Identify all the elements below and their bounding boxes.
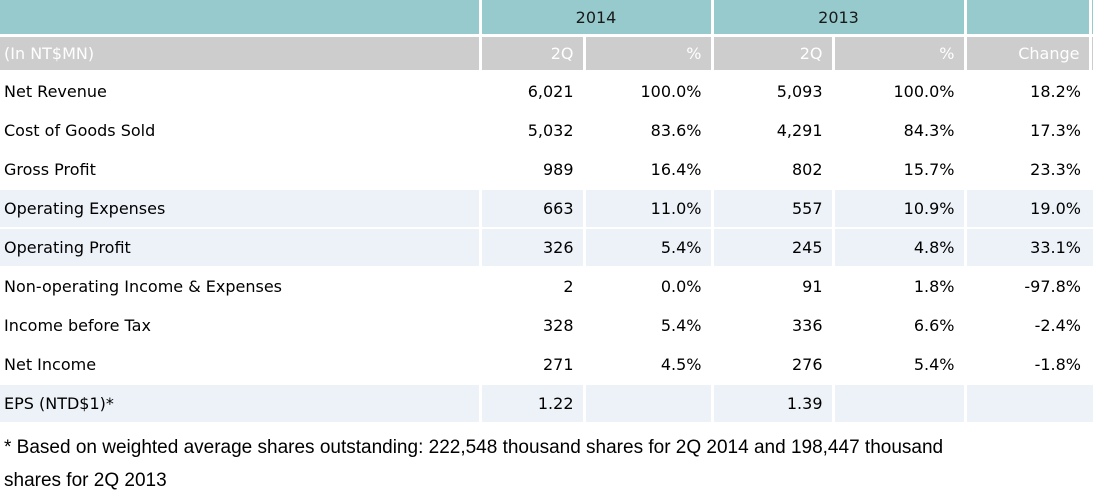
col-header-2014-2q: 2Q: [480, 35, 586, 73]
row-value: 83.6%: [584, 111, 714, 151]
row-value: [833, 384, 967, 424]
row-value: -97.8%: [965, 267, 1090, 307]
row-value: 5.4%: [833, 345, 967, 385]
row-value: 557: [712, 189, 835, 229]
year-header-change-spacer: [965, 0, 1092, 37]
table-row: Operating Profit 326 5.4% 245 4.8% 33.1%: [0, 228, 1093, 268]
row-value: 328: [480, 306, 586, 346]
row-value: 5.4%: [584, 306, 714, 346]
row-value: -1.8%: [965, 345, 1090, 385]
row-value: 91: [712, 267, 835, 307]
row-label: Operating Expenses: [0, 189, 482, 229]
row-value: 276: [712, 345, 835, 385]
row-value: 23.3%: [965, 150, 1090, 190]
row-value: 100.0%: [833, 71, 967, 112]
year-header-row: 2014 2013: [0, 0, 1093, 37]
row-edge-sliver: [1090, 228, 1093, 268]
row-label: Net Income: [0, 345, 482, 385]
row-edge-sliver: [1090, 71, 1093, 112]
row-value: 33.1%: [965, 228, 1090, 268]
row-label: Gross Profit: [0, 150, 482, 190]
year-header-spacer: [0, 0, 482, 37]
header-edge-sliver: [1090, 0, 1093, 37]
table-row: Net Revenue 6,021 100.0% 5,093 100.0% 18.2%: [0, 71, 1093, 112]
row-value: 2: [480, 267, 586, 307]
col-header-change: Change: [965, 35, 1092, 73]
row-label: EPS (NTD$1)*: [0, 384, 482, 424]
row-value: 4.5%: [584, 345, 714, 385]
table-row: Gross Profit 989 16.4% 802 15.7% 23.3%: [0, 150, 1093, 190]
row-value: 1.39: [712, 384, 835, 424]
unit-label-cell: (In NT$MN): [0, 35, 482, 73]
row-value: 1.8%: [833, 267, 967, 307]
row-value: 18.2%: [965, 71, 1090, 112]
row-edge-sliver: [1090, 111, 1093, 151]
row-value: 0.0%: [584, 267, 714, 307]
table-row: Operating Expenses 663 11.0% 557 10.9% 19.0%: [0, 189, 1093, 229]
table-row: Cost of Goods Sold 5,032 83.6% 4,291 84.3% 17…: [0, 111, 1093, 151]
col-header-2014-pct: %: [584, 35, 714, 73]
row-label: Operating Profit: [0, 228, 482, 268]
row-value: 6,021: [480, 71, 586, 112]
row-value: 16.4%: [584, 150, 714, 190]
year-2014-header: 2014: [480, 0, 714, 37]
table-row: Income before Tax 328 5.4% 336 6.6% -2.4%: [0, 306, 1093, 346]
column-header-row: (In NT$MN) 2Q % 2Q % Change: [0, 35, 1093, 73]
footnote-line-1: * Based on weighted average shares outst…: [4, 437, 944, 458]
row-value: 5,032: [480, 111, 586, 151]
row-value: 336: [712, 306, 835, 346]
row-value: 5,093: [712, 71, 835, 112]
header-edge-sliver: [1090, 35, 1093, 73]
table-row: Non-operating Income & Expenses 2 0.0% 91 1.…: [0, 267, 1093, 307]
row-edge-sliver: [1090, 345, 1093, 385]
row-label: Net Revenue: [0, 71, 482, 112]
row-value: 326: [480, 228, 586, 268]
row-value: 271: [480, 345, 586, 385]
row-edge-sliver: [1090, 150, 1093, 190]
row-value: 4,291: [712, 111, 835, 151]
quarterly-income-statement-table: 2014 2013 (In NT$MN) 2Q % 2Q % Change Ne…: [0, 0, 1093, 424]
row-value: [965, 384, 1090, 424]
table-row: Net Income 271 4.5% 276 5.4% -1.8%: [0, 345, 1093, 385]
row-value: 11.0%: [584, 189, 714, 229]
row-value: 100.0%: [584, 71, 714, 112]
row-edge-sliver: [1090, 384, 1093, 424]
row-edge-sliver: [1090, 306, 1093, 346]
row-value: 84.3%: [833, 111, 967, 151]
col-header-2013-pct: %: [833, 35, 967, 73]
table-row: EPS (NTD$1)* 1.22 1.39: [0, 384, 1093, 424]
row-value: 802: [712, 150, 835, 190]
row-value: 6.6%: [833, 306, 967, 346]
row-value: 10.9%: [833, 189, 967, 229]
row-value: 15.7%: [833, 150, 967, 190]
row-value: 663: [480, 189, 586, 229]
row-edge-sliver: [1090, 267, 1093, 307]
row-label: Income before Tax: [0, 306, 482, 346]
row-edge-sliver: [1090, 189, 1093, 229]
footnote-line-2: shares for 2Q 2013: [4, 470, 167, 491]
row-label: Non-operating Income & Expenses: [0, 267, 482, 307]
footnote: * Based on weighted average shares outst…: [0, 424, 1093, 496]
row-value: 19.0%: [965, 189, 1090, 229]
row-value: 245: [712, 228, 835, 268]
row-value: 17.3%: [965, 111, 1090, 151]
row-value: [584, 384, 714, 424]
row-value: 1.22: [480, 384, 586, 424]
row-value: -2.4%: [965, 306, 1090, 346]
col-header-2013-2q: 2Q: [712, 35, 835, 73]
row-label: Cost of Goods Sold: [0, 111, 482, 151]
row-value: 5.4%: [584, 228, 714, 268]
year-2013-header: 2013: [712, 0, 967, 37]
row-value: 989: [480, 150, 586, 190]
row-value: 4.8%: [833, 228, 967, 268]
